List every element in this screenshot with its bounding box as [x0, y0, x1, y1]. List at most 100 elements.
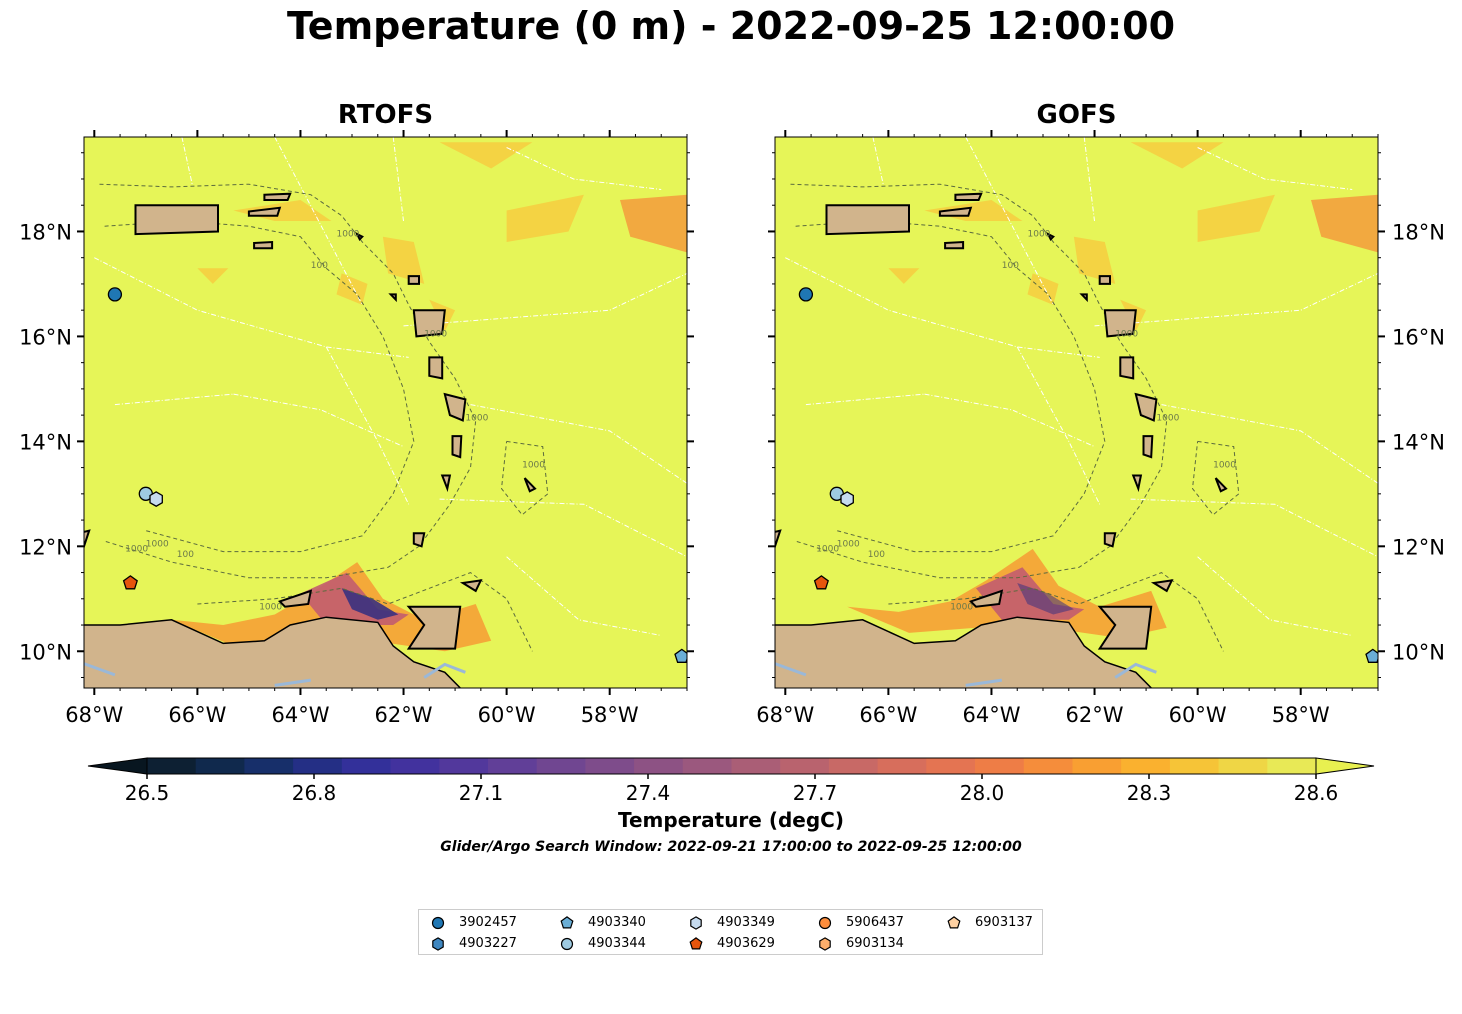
colorbar-bin [439, 758, 489, 774]
platform-4903349[interactable] [840, 491, 854, 507]
platform-4903340[interactable] [674, 648, 689, 663]
contour-label: 100 [1002, 261, 1019, 271]
eez-boundary [785, 257, 1100, 358]
contour-label: 1000 [816, 545, 839, 555]
colorbar-bin [488, 758, 538, 774]
colorbar-bin [1023, 758, 1073, 774]
y-tick-label: 18°N [1392, 221, 1445, 245]
contour-label: 1000 [1028, 230, 1051, 240]
colorbar-tick-label: 26.5 [125, 781, 170, 805]
colorbar-bin [780, 758, 830, 774]
legend-label: 4903349 [717, 915, 775, 930]
eez-boundary [506, 147, 662, 190]
legend-label: 4903344 [588, 936, 646, 951]
colorbar-bin [585, 758, 635, 774]
contour-label: 1000 [950, 602, 973, 612]
platform-3902457[interactable] [107, 287, 123, 302]
island [84, 529, 91, 550]
island [1103, 532, 1117, 548]
platform-legend: 3902457 4903227 4903340 4903344 4903349 49036… [418, 909, 1043, 955]
pentagon-marker-icon [560, 916, 574, 929]
eez-boundary [506, 556, 662, 636]
colorbar-tick-label: 26.8 [292, 781, 337, 805]
x-tick-label: 66°W [168, 703, 226, 727]
island [263, 192, 292, 201]
island [1079, 293, 1088, 303]
river [274, 678, 312, 687]
colorbar-bin [682, 758, 732, 774]
colorbar-bin [341, 758, 391, 774]
eez-boundary [1197, 147, 1353, 190]
contour-label: 1000 [1213, 461, 1236, 471]
y-tick-label: 14°N [19, 430, 72, 454]
colorbar-tick-label: 28.3 [1127, 781, 1172, 805]
bathymetry-contour [500, 440, 549, 516]
platform-4903349[interactable] [149, 491, 163, 507]
legend-label: 5906437 [846, 915, 904, 930]
y-tick-label: 12°N [19, 535, 72, 559]
legend-label: 4903629 [717, 936, 775, 951]
warm-anomaly [1311, 194, 1378, 253]
eez-boundary [1094, 272, 1378, 327]
y-tick-label: 10°N [1392, 640, 1445, 664]
island [428, 356, 444, 380]
x-tick-label: 62°W [1066, 703, 1124, 727]
warm-anomaly [1073, 236, 1116, 284]
eez-boundary [94, 257, 409, 358]
platform-4903340[interactable] [1365, 648, 1380, 663]
island [407, 275, 420, 285]
eez-boundary [403, 272, 687, 327]
island [1098, 275, 1111, 285]
platform-3902457[interactable] [798, 287, 814, 302]
warm-anomaly [197, 268, 229, 284]
warm-anomaly [382, 236, 425, 284]
y-tick-label: 10°N [19, 640, 72, 664]
eez-boundary [439, 498, 687, 558]
island [954, 192, 983, 201]
island [1214, 477, 1228, 493]
island [443, 392, 467, 422]
contour-label: 1000 [1115, 329, 1138, 339]
bathymetry-contour [790, 183, 1168, 579]
y-tick-label: 16°N [1392, 325, 1445, 349]
colorbar-bin [634, 758, 684, 774]
y-tick-label: 12°N [1392, 535, 1445, 559]
colorbar-bin [293, 758, 343, 774]
y-tick-label: 16°N [19, 325, 72, 349]
platform-4903629[interactable] [122, 575, 138, 590]
colorbar-bin [877, 758, 927, 774]
island [406, 605, 462, 650]
platform-4903629[interactable] [813, 575, 829, 590]
circle-marker-icon [560, 937, 574, 951]
circle-marker-icon [818, 916, 832, 930]
island [775, 529, 782, 550]
y-tick-label: 18°N [19, 221, 72, 245]
hexagon-marker-icon [432, 937, 444, 951]
island [1046, 231, 1055, 242]
eez-boundary [181, 137, 193, 185]
contour-label: 1000 [125, 545, 148, 555]
eez-boundary [325, 346, 410, 505]
colorbar-bin [1072, 758, 1122, 774]
legend-label: 6903134 [846, 936, 904, 951]
warm-anomaly [620, 194, 687, 253]
colorbar-tick-label: 28.6 [1294, 781, 1339, 805]
x-tick-label: 60°W [1169, 703, 1227, 727]
island [968, 589, 1004, 608]
circle-marker-icon [431, 916, 445, 930]
island [451, 435, 463, 459]
warm-anomaly [1197, 194, 1275, 242]
eez-boundary [872, 137, 884, 185]
contour-label: 1000 [424, 329, 447, 339]
river [423, 662, 466, 679]
colorbar-bin [147, 758, 197, 774]
eez-boundary [392, 137, 404, 222]
warm-anomaly [506, 194, 584, 242]
colorbar-bin [1218, 758, 1268, 774]
river [775, 662, 807, 677]
island [1119, 356, 1135, 380]
river [1114, 662, 1157, 679]
cold-plume [1017, 583, 1074, 615]
